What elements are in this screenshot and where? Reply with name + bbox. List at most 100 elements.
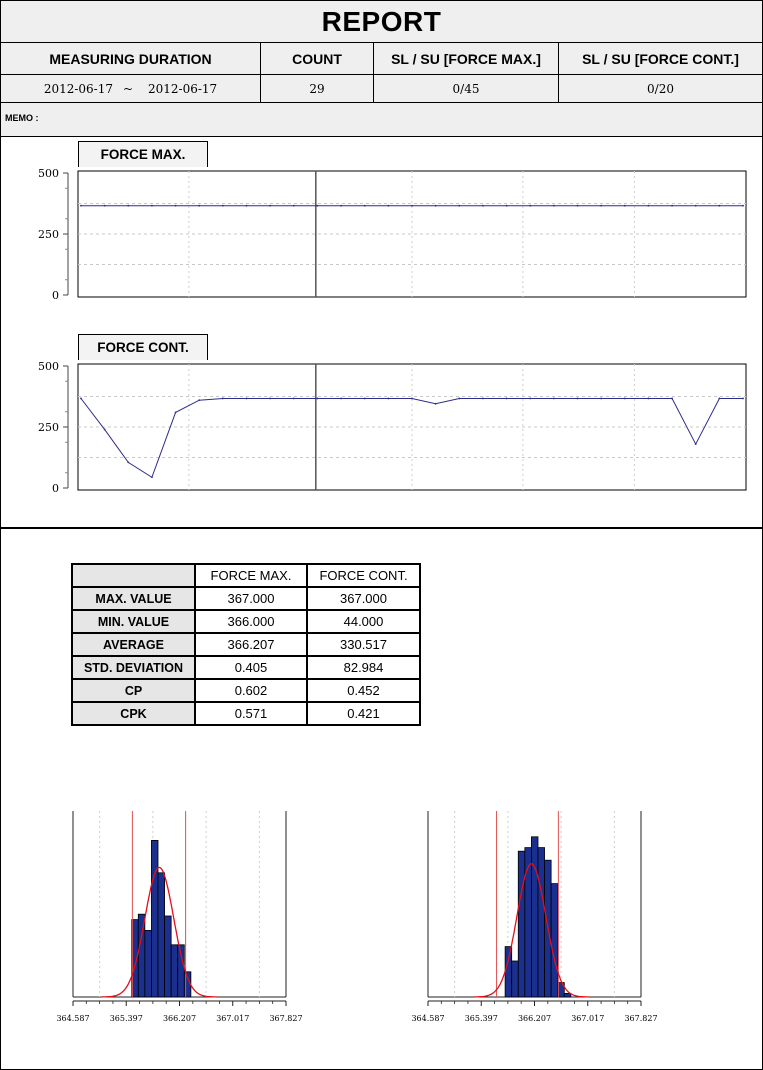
col-sl-su-force-max: SL / SU [FORCE MAX.] bbox=[374, 43, 559, 74]
force-max-limits-value: 0/45 bbox=[374, 75, 559, 102]
force-cont-data-point bbox=[127, 461, 130, 464]
force-cont-data-point bbox=[600, 397, 603, 400]
force-cont-hist-x-tick-label: 364.587 bbox=[411, 1014, 444, 1023]
force-max-line-chart: 500 250 0 bbox=[38, 167, 747, 302]
force-max-data-point bbox=[623, 204, 626, 207]
table-row: CPK 0.571 0.421 bbox=[71, 701, 421, 726]
stats-cell: 366.207 bbox=[194, 632, 308, 657]
force-cont-data-point bbox=[505, 397, 508, 400]
force-max-hist-x-tick-label: 366.207 bbox=[163, 1014, 196, 1023]
force-max-data-point bbox=[269, 204, 272, 207]
force-max-plot-area bbox=[77, 170, 747, 298]
force-cont-data-point bbox=[387, 397, 390, 400]
force-cont-data-point bbox=[576, 397, 579, 400]
force-max-hist-x-tick-label: 364.587 bbox=[56, 1014, 89, 1023]
table-row: AVERAGE 366.207 330.517 bbox=[71, 632, 421, 657]
force-cont-data-point bbox=[482, 397, 484, 400]
stats-corner-cell bbox=[71, 563, 196, 588]
table-row: MAX. VALUE 367.000 367.000 bbox=[71, 586, 421, 611]
force-cont-hist-bar bbox=[524, 847, 532, 998]
force-max-data-point bbox=[600, 204, 603, 207]
force-max-data-point bbox=[80, 204, 82, 207]
stats-cell: 0.602 bbox=[194, 678, 308, 703]
force-max-hist-x-tick-label: 367.827 bbox=[269, 1014, 302, 1023]
force-cont-data-point bbox=[529, 397, 532, 400]
force-cont-hist-bar bbox=[511, 960, 519, 998]
force-max-hist-x-tick-label: 365.397 bbox=[110, 1014, 143, 1023]
force-cont-hist-bar bbox=[537, 847, 545, 998]
force-max-hist-bar bbox=[177, 944, 185, 998]
stats-cell: 0.405 bbox=[194, 655, 308, 680]
stats-row-label: STD. DEVIATION bbox=[71, 655, 196, 680]
force-cont-data-point bbox=[151, 476, 153, 479]
force-cont-data-point bbox=[623, 397, 626, 400]
force-max-hist-bar bbox=[151, 840, 159, 998]
title-bar: REPORT bbox=[1, 1, 762, 43]
stats-cell: 44.000 bbox=[306, 609, 421, 634]
force-max-data-point bbox=[103, 204, 106, 207]
stats-header-row: FORCE MAX. FORCE CONT. bbox=[71, 563, 421, 588]
col-measuring-duration: MEASURING DURATION bbox=[1, 43, 261, 74]
force-cont-data-point bbox=[671, 397, 673, 400]
force-cont-data-point bbox=[80, 397, 82, 400]
force-max-data-point bbox=[718, 204, 721, 207]
force-max-y-tick-label: 500 bbox=[38, 167, 59, 180]
force-cont-histogram: 364.587 365.397 366.207 367.017 367.827 bbox=[411, 811, 658, 1023]
force-cont-data-point bbox=[552, 397, 555, 400]
stats-cell: 366.000 bbox=[194, 609, 308, 634]
force-max-data-point bbox=[127, 204, 130, 207]
force-cont-data-point bbox=[292, 397, 295, 400]
force-cont-data-point bbox=[269, 397, 272, 400]
force-cont-data-point bbox=[245, 397, 248, 400]
force-cont-hist-bar bbox=[517, 850, 526, 998]
force-max-data-point bbox=[245, 204, 248, 207]
stats-row-label: CP bbox=[71, 678, 196, 703]
force-max-data-point bbox=[482, 204, 484, 207]
force-max-chart-title: FORCE MAX. bbox=[78, 141, 208, 167]
header-values-row: 2012-06-17 ~ 2012-06-17 29 0/45 0/20 bbox=[1, 75, 762, 103]
force-cont-y-tick-label: 250 bbox=[38, 421, 59, 434]
force-cont-limits-value: 0/20 bbox=[647, 81, 674, 96]
force-cont-hist-bar bbox=[557, 982, 565, 998]
force-cont-hist-x-tick-label: 367.827 bbox=[624, 1014, 657, 1023]
force-max-data-point bbox=[647, 204, 650, 207]
force-cont-chart-title: FORCE CONT. bbox=[78, 334, 208, 360]
stats-cell: 330.517 bbox=[306, 632, 421, 657]
force-cont-y-tick-label: 500 bbox=[38, 360, 59, 373]
force-max-data-point bbox=[529, 204, 532, 207]
table-row: STD. DEVIATION 0.405 82.984 bbox=[71, 655, 421, 680]
force-max-data-point bbox=[742, 204, 744, 207]
stats-row-label: CPK bbox=[71, 701, 196, 726]
statistics-table: FORCE MAX. FORCE CONT. MAX. VALUE 367.00… bbox=[71, 563, 421, 726]
force-cont-hist-bar bbox=[504, 946, 513, 998]
force-max-data-point bbox=[552, 204, 555, 207]
force-cont-plot-area bbox=[77, 363, 747, 491]
report-title: REPORT bbox=[321, 5, 442, 37]
force-cont-data-point bbox=[316, 397, 319, 400]
force-cont-data-point bbox=[647, 397, 650, 400]
force-max-data-point bbox=[221, 204, 224, 207]
force-max-data-point bbox=[198, 204, 201, 207]
duration-value: 2012-06-17 ~ 2012-06-17 bbox=[1, 75, 261, 102]
force-max-hist-bar bbox=[164, 915, 172, 998]
force-cont-hist-bar bbox=[550, 883, 559, 998]
force-max-data-point bbox=[694, 204, 697, 207]
stats-cell: 82.984 bbox=[306, 655, 421, 680]
force-cont-data-point bbox=[694, 443, 697, 445]
force-max-hist-bar bbox=[157, 872, 165, 998]
stats-col-force-cont: FORCE CONT. bbox=[306, 563, 421, 588]
stats-cell: 367.000 bbox=[194, 586, 308, 611]
duration-separator: ~ bbox=[122, 81, 134, 96]
force-max-data-point bbox=[292, 204, 295, 207]
memo-row: MEMO : bbox=[1, 103, 762, 137]
force-cont-data-point bbox=[411, 397, 413, 400]
force-cont-data-point bbox=[174, 411, 177, 414]
force-max-hist-x-tick-label: 367.017 bbox=[216, 1014, 249, 1023]
force-max-histogram: 364.587 365.397 366.207 367.017 367.827 bbox=[56, 811, 303, 1023]
header-columns-row: MEASURING DURATION COUNT SL / SU [FORCE … bbox=[1, 43, 762, 75]
stats-cell: 0.421 bbox=[306, 701, 421, 726]
force-cont-data-point bbox=[103, 428, 106, 431]
force-cont-data-point bbox=[458, 397, 461, 400]
force-max-data-point bbox=[340, 204, 342, 207]
